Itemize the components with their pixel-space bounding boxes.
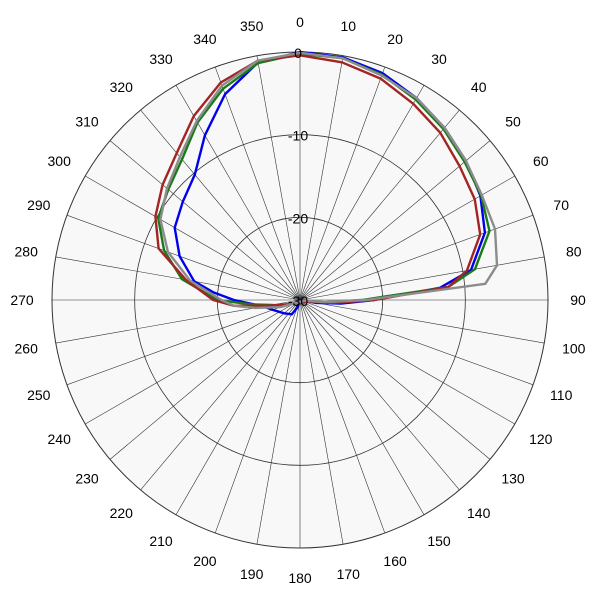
series-line-4 xyxy=(159,51,499,310)
angle-label-130: 130 xyxy=(501,471,525,487)
angle-label-150: 150 xyxy=(427,533,451,549)
radial-label--10: -10 xyxy=(288,128,308,144)
angle-label-80: 80 xyxy=(566,244,582,260)
spoke-310 xyxy=(109,140,301,301)
angle-label-0: 0 xyxy=(296,14,304,30)
angle-label-140: 140 xyxy=(467,505,491,521)
spoke-30 xyxy=(299,85,425,301)
angle-label-320: 320 xyxy=(110,79,134,95)
spoke-200 xyxy=(214,299,301,534)
angle-label-40: 40 xyxy=(471,79,487,95)
spoke-230 xyxy=(109,299,301,460)
spoke-40 xyxy=(299,109,460,301)
angle-label-30: 30 xyxy=(431,51,447,67)
angle-label-200: 200 xyxy=(193,553,217,569)
spoke-210 xyxy=(175,299,301,515)
angle-label-190: 190 xyxy=(240,566,264,582)
spoke-50 xyxy=(299,140,491,301)
spoke-100 xyxy=(299,299,545,344)
spoke-60 xyxy=(299,175,515,301)
angle-label-70: 70 xyxy=(553,197,569,213)
angle-label-250: 250 xyxy=(27,387,51,403)
spoke-220 xyxy=(140,299,301,491)
radial-label-0: 0 xyxy=(294,45,302,61)
angle-label-170: 170 xyxy=(337,566,361,582)
spoke-170 xyxy=(299,299,344,545)
angle-label-270: 270 xyxy=(10,292,34,308)
spoke-240 xyxy=(85,299,301,425)
series-layer xyxy=(154,50,499,316)
angle-label-220: 220 xyxy=(110,505,134,521)
spoke-190 xyxy=(256,299,301,545)
angle-label-240: 240 xyxy=(48,431,72,447)
spoke-140 xyxy=(299,299,460,491)
spoke-300 xyxy=(85,175,301,301)
angle-label-180: 180 xyxy=(288,570,312,586)
radial-label--30: -30 xyxy=(288,293,308,309)
spoke-150 xyxy=(299,299,425,515)
spoke-250 xyxy=(66,299,301,386)
angle-label-110: 110 xyxy=(550,387,573,403)
angle-label-290: 290 xyxy=(27,197,51,213)
radial-labels: 0 -10 -20 -30 xyxy=(288,45,308,309)
angle-label-350: 350 xyxy=(240,18,264,34)
spoke-340 xyxy=(214,66,301,301)
spoke-130 xyxy=(299,299,491,460)
angle-label-100: 100 xyxy=(562,340,586,356)
spoke-160 xyxy=(299,299,386,534)
angle-label-310: 310 xyxy=(75,113,99,129)
ring--10 xyxy=(134,134,466,466)
angle-label-160: 160 xyxy=(383,553,407,569)
angle-labels: 0 10 20 30 40 50 60 70 80 90 100 110 120 130 140 150 160… xyxy=(10,14,586,586)
spoke-350 xyxy=(256,55,301,301)
radial-label--20: -20 xyxy=(288,210,308,226)
angle-label-260: 260 xyxy=(15,340,39,356)
spoke-20 xyxy=(299,66,386,301)
angle-label-10: 10 xyxy=(341,18,357,34)
spoke-290 xyxy=(66,214,301,301)
angle-label-120: 120 xyxy=(529,431,553,447)
spoke-120 xyxy=(299,299,515,425)
angle-label-340: 340 xyxy=(193,31,217,47)
angle-label-280: 280 xyxy=(15,244,39,260)
angle-label-60: 60 xyxy=(533,153,549,169)
spoke-110 xyxy=(299,299,534,386)
angle-grid xyxy=(52,52,548,548)
angle-label-210: 210 xyxy=(149,533,173,549)
spoke-10 xyxy=(299,55,344,301)
angle-label-330: 330 xyxy=(149,51,173,67)
spoke-320 xyxy=(140,109,301,301)
angle-label-90: 90 xyxy=(570,292,586,308)
angle-label-300: 300 xyxy=(48,153,72,169)
angle-label-230: 230 xyxy=(75,471,99,487)
spoke-280 xyxy=(55,256,301,301)
angle-label-20: 20 xyxy=(387,31,403,47)
angle-label-50: 50 xyxy=(505,113,521,129)
spoke-80 xyxy=(299,256,545,301)
